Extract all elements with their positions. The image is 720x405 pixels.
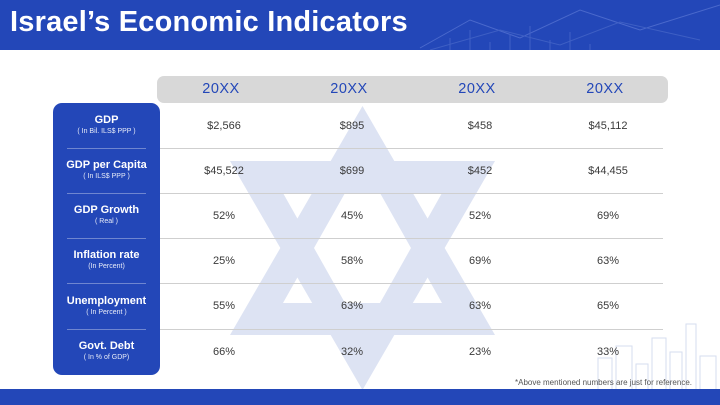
indicator-unit: ( Real )	[95, 218, 118, 225]
title-banner: Israel’s Economic Indicators	[0, 0, 720, 50]
cityscape-illustration	[597, 323, 717, 390]
table-cell: $44,455	[588, 165, 628, 177]
table-cell: 33%	[596, 346, 620, 358]
row-divider	[160, 193, 663, 194]
indicator-unit: ( In Percent )	[86, 309, 127, 316]
year-header: 20XX	[586, 81, 624, 97]
year-header-bar: 20XX 20XX 20XX 20XX	[157, 76, 668, 103]
table-cell: $699	[339, 165, 365, 177]
table-cell: 69%	[596, 210, 620, 222]
table-cell: 69%	[468, 255, 492, 267]
table-cell: 63%	[340, 300, 364, 312]
table-cell: $2,566	[207, 120, 241, 132]
row-divider	[160, 329, 663, 330]
row-divider	[160, 283, 663, 284]
indicator-label-unemployment: Unemployment ( In Percent )	[53, 295, 160, 340]
indicator-label-gdp-growth: GDP Growth ( Real )	[53, 204, 160, 249]
table-cell: 45%	[340, 210, 364, 222]
indicator-label-govt-debt: Govt. Debt ( In % of GDP)	[53, 340, 160, 385]
table-cell: 63%	[468, 300, 492, 312]
row-divider	[160, 238, 663, 239]
indicator-name: GDP Growth	[73, 204, 140, 216]
table-cell: $45,522	[204, 165, 244, 177]
indicator-name: Inflation rate	[73, 249, 140, 261]
table-cell: $45,112	[588, 120, 628, 132]
label-divider	[67, 238, 146, 239]
indicator-label-gdp-per-capita: GDP per Capita ( In ILS$ PPP )	[53, 159, 160, 204]
page-title: Israel’s Economic Indicators	[10, 6, 408, 38]
indicator-name: Govt. Debt	[78, 340, 135, 352]
table-cell: 55%	[212, 300, 236, 312]
indicator-unit: (In Percent)	[88, 263, 125, 270]
indicator-label-panel: GDP ( In Bil. ILS$ PPP ) GDP per Capita …	[53, 103, 160, 375]
label-divider	[67, 193, 146, 194]
table-cell: 23%	[468, 346, 492, 358]
indicator-unit: ( In % of GDP)	[83, 354, 130, 361]
indicator-unit: ( In ILS$ PPP )	[83, 173, 130, 180]
star-of-david-watermark	[230, 106, 495, 390]
year-header: 20XX	[458, 81, 496, 97]
year-header: 20XX	[202, 81, 240, 97]
label-divider	[67, 329, 146, 330]
table-cell: 66%	[212, 346, 236, 358]
indicator-unit: ( In Bil. ILS$ PPP )	[77, 128, 136, 135]
label-divider	[67, 148, 146, 149]
table-cell: $452	[467, 165, 493, 177]
indicator-name: GDP	[94, 114, 119, 126]
table-cell: 52%	[212, 210, 236, 222]
banner-pattern	[419, 4, 720, 50]
row-divider	[160, 148, 663, 149]
indicator-name: GDP per Capita	[66, 159, 147, 171]
footer-band	[0, 389, 720, 405]
indicator-label-gdp: GDP ( In Bil. ILS$ PPP )	[53, 114, 160, 159]
table-cell: 52%	[468, 210, 492, 222]
footnote: *Above mentioned numbers are just for re…	[515, 378, 692, 387]
table-cell: 25%	[212, 255, 236, 267]
indicator-label-inflation-rate: Inflation rate (In Percent)	[53, 249, 160, 294]
table-cell: 63%	[596, 255, 620, 267]
label-divider	[67, 283, 146, 284]
table-cell: 58%	[340, 255, 364, 267]
year-header: 20XX	[330, 81, 368, 97]
table-cell: 65%	[596, 300, 620, 312]
table-cell: $458	[467, 120, 493, 132]
indicator-name: Unemployment	[66, 295, 147, 307]
table-cell: 32%	[340, 346, 364, 358]
table-cell: $895	[339, 120, 365, 132]
